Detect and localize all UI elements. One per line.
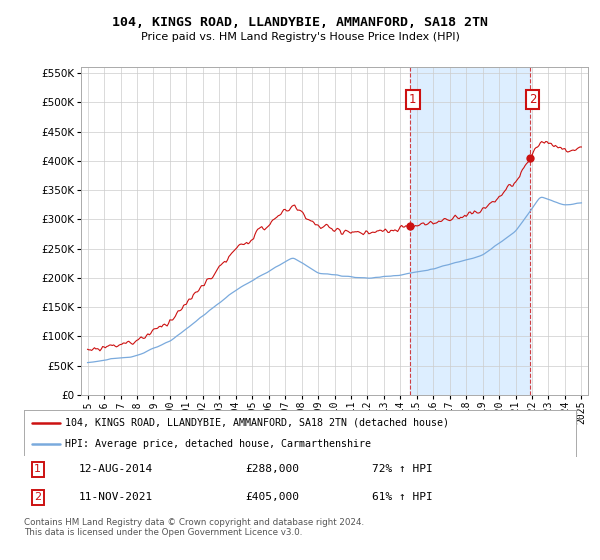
Text: £405,000: £405,000 (245, 492, 299, 502)
Text: 61% ↑ HPI: 61% ↑ HPI (372, 492, 433, 502)
Text: £288,000: £288,000 (245, 464, 299, 474)
Text: Contains HM Land Registry data © Crown copyright and database right 2024.
This d: Contains HM Land Registry data © Crown c… (24, 518, 364, 538)
Text: 12-AUG-2014: 12-AUG-2014 (79, 464, 154, 474)
Bar (410, 67, 530, 395)
Text: 1: 1 (34, 464, 41, 474)
Text: 2: 2 (529, 93, 536, 106)
Text: 104, KINGS ROAD, LLANDYBIE, AMMANFORD, SA18 2TN: 104, KINGS ROAD, LLANDYBIE, AMMANFORD, S… (112, 16, 488, 29)
Text: 2: 2 (34, 492, 41, 502)
Text: 1: 1 (409, 93, 416, 106)
Text: HPI: Average price, detached house, Carmarthenshire: HPI: Average price, detached house, Carm… (65, 439, 371, 449)
Text: 72% ↑ HPI: 72% ↑ HPI (372, 464, 433, 474)
Text: 104, KINGS ROAD, LLANDYBIE, AMMANFORD, SA18 2TN (detached house): 104, KINGS ROAD, LLANDYBIE, AMMANFORD, S… (65, 418, 449, 428)
Text: 11-NOV-2021: 11-NOV-2021 (79, 492, 154, 502)
Text: Price paid vs. HM Land Registry's House Price Index (HPI): Price paid vs. HM Land Registry's House … (140, 32, 460, 42)
